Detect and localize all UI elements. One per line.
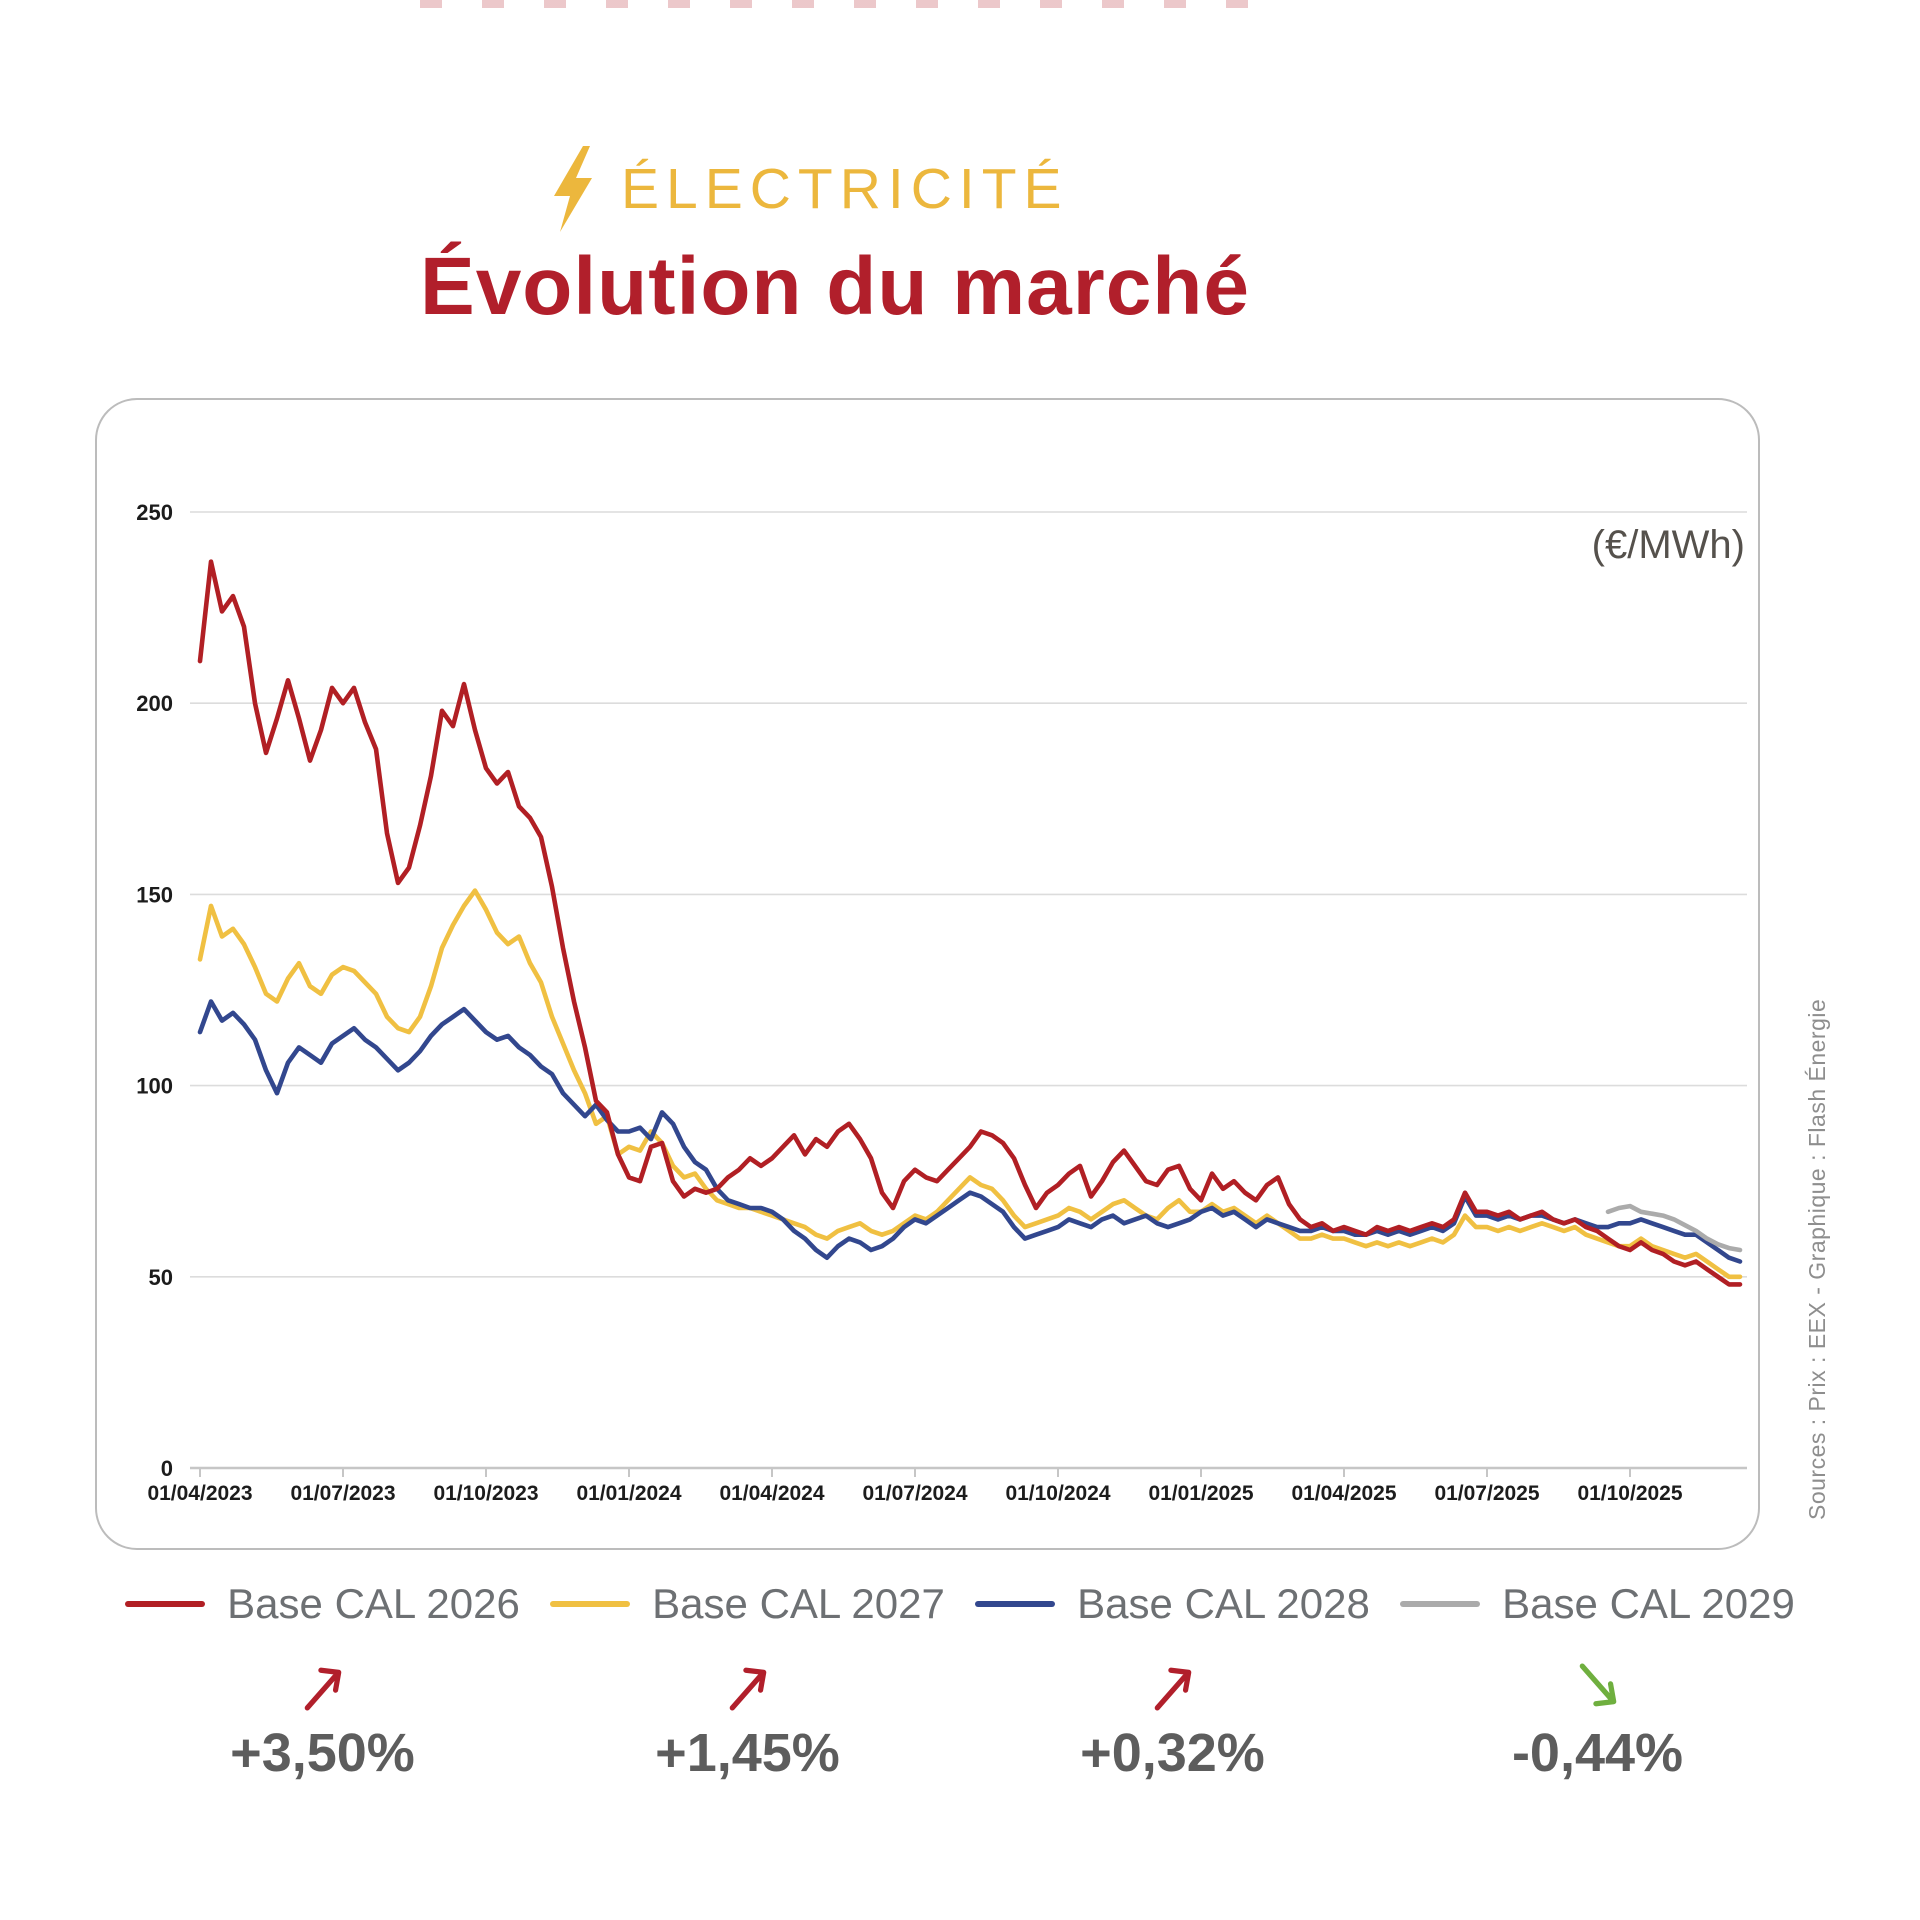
x-axis-label: 01/04/2025 — [1291, 1482, 1396, 1505]
legend-label: Base CAL 2027 — [652, 1580, 945, 1627]
legend-swatch-base-cal-2028 — [975, 1601, 1056, 1607]
x-axis-label: 01/10/2023 — [433, 1482, 538, 1505]
legend-label: Base CAL 2029 — [1502, 1580, 1795, 1627]
legend-column-base-cal-2028: Base CAL 2028 +0,32% — [960, 1572, 1385, 1784]
page-title: Évolution du marché — [420, 241, 1250, 332]
source-note: Sources : Prix : EEX - Graphique : Flash… — [1804, 998, 1830, 1520]
x-axis-label: 01/07/2024 — [862, 1482, 967, 1505]
section-kicker: ÉLECTRICITÉ — [543, 146, 1069, 232]
y-axis-label-100: 100 — [136, 1074, 173, 1099]
series-line-base-cal-2028 — [197, 999, 1743, 1264]
series-line-base-cal-2027 — [197, 888, 1743, 1280]
delta-value-base-cal-2027: +1,45% — [655, 1723, 840, 1783]
legend-swatch-base-cal-2026 — [125, 1601, 206, 1607]
chart-card — [95, 398, 1760, 1550]
y-axis-label-0: 0 — [161, 1456, 173, 1481]
legend-item-base-cal-2027: Base CAL 2027 — [550, 1572, 945, 1636]
y-axis-label-50: 50 — [149, 1265, 173, 1290]
trend-up-arrow-icon — [729, 1667, 766, 1711]
series-line-base-cal-2029 — [1605, 1203, 1743, 1253]
x-axis-label: 01/01/2025 — [1148, 1482, 1253, 1505]
delta-value-base-cal-2026: +3,50% — [230, 1723, 415, 1783]
legend-item-base-cal-2029: Base CAL 2029 — [1400, 1572, 1795, 1636]
delta-value-base-cal-2028: +0,32% — [1080, 1723, 1265, 1783]
y-axis-label-250: 250 — [136, 500, 173, 525]
unit-label: (€/MWh) — [1592, 523, 1745, 567]
legend-label: Base CAL 2028 — [1077, 1580, 1370, 1627]
x-axis-label: 01/10/2025 — [1577, 1482, 1682, 1505]
y-axis-label-150: 150 — [136, 882, 173, 907]
legend-item-base-cal-2028: Base CAL 2028 — [975, 1572, 1370, 1636]
legend-label: Base CAL 2026 — [227, 1580, 520, 1627]
legend-column-base-cal-2029: Base CAL 2029 -0,44% — [1385, 1572, 1810, 1784]
legend-item-base-cal-2026: Base CAL 2026 — [125, 1572, 520, 1636]
trend-down-arrow-icon — [1579, 1663, 1616, 1707]
trend-up-arrow-icon — [1154, 1667, 1191, 1711]
legend-swatch-base-cal-2027 — [550, 1601, 631, 1607]
kicker-label: ÉLECTRICITÉ — [621, 157, 1069, 221]
legend-and-deltas: Base CAL 2026 +3,50% Base CAL 2027 +1,45% Ba… — [110, 1572, 1810, 1784]
legend-swatch-base-cal-2029 — [1400, 1601, 1481, 1607]
trend-up-arrow-icon — [304, 1667, 341, 1711]
x-axis-label: 01/07/2025 — [1434, 1482, 1539, 1505]
legend-column-base-cal-2027: Base CAL 2027 +1,45% — [535, 1572, 960, 1784]
x-axis-label: 01/07/2023 — [290, 1482, 395, 1505]
x-axis-label: 01/04/2023 — [147, 1482, 252, 1505]
cropped-text-artifact — [420, 0, 1280, 8]
x-axis-label: 01/04/2024 — [719, 1482, 824, 1505]
market-evolution-chart: 0 50 100 150 200 250 01/04/2023 01/07/2023 01/10… — [136, 500, 1747, 1505]
x-axis-label: 01/01/2024 — [576, 1482, 681, 1505]
lightning-bolt-icon — [554, 146, 592, 232]
x-axis-label: 01/10/2024 — [1005, 1482, 1110, 1505]
series-line-base-cal-2026 — [197, 559, 1743, 1287]
delta-value-base-cal-2029: -0,44% — [1511, 1723, 1684, 1783]
y-axis-label-200: 200 — [136, 691, 173, 716]
legend-column-base-cal-2026: Base CAL 2026 +3,50% — [110, 1572, 535, 1784]
